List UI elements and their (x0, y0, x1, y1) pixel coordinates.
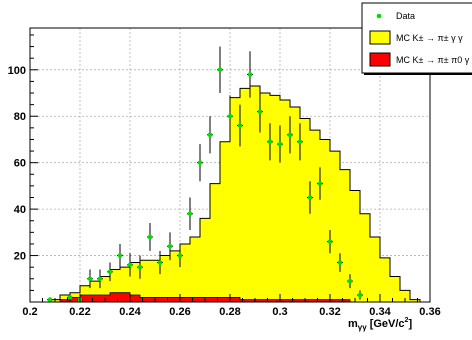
data-point (267, 123, 273, 161)
legend-swatch (369, 52, 391, 67)
data-point-marker (117, 253, 123, 258)
data-point-marker (237, 123, 243, 128)
x-tick-labels: 0.2 0.22 0.24 0.26 0.28 0.3 0.32 0.34 0.36 (22, 306, 440, 318)
data-point-marker (217, 67, 223, 73)
data-point-marker (277, 141, 283, 147)
legend-swatch (369, 30, 391, 45)
data-point-marker (307, 195, 313, 200)
data-point-marker (317, 181, 323, 186)
legend-label: MC K± → π± γ γ (396, 33, 463, 43)
data-point (147, 223, 153, 251)
legend-marker-data (376, 13, 382, 19)
data-point (187, 197, 193, 231)
legend: Data MC K± → π± γ γ MC K± → π± π0 γ (361, 2, 472, 75)
data-point-marker (97, 276, 103, 282)
data-point (97, 269, 103, 289)
y-tick-label: 100 (8, 65, 26, 77)
x-axis-title: mγγ [GeV/c2] (348, 317, 412, 332)
data-point (277, 125, 283, 163)
x-tick-label: 0.26 (169, 306, 190, 318)
x-tick-label: 0.34 (369, 306, 391, 318)
y-tick-label: 20 (14, 251, 26, 263)
data-point (87, 269, 93, 289)
x-tick-label: 0.24 (119, 306, 141, 318)
data-point (247, 51, 253, 98)
data-point (117, 243, 123, 268)
data-point-marker (137, 264, 143, 270)
data-point (347, 274, 353, 289)
data-point-marker (227, 113, 233, 119)
data-point (167, 232, 173, 261)
histogram-yellow-fill (40, 86, 420, 303)
data-point (217, 46, 223, 94)
data-point (257, 90, 263, 133)
series-data-layer (47, 46, 363, 302)
data-point-marker (267, 139, 273, 145)
data-point-marker (287, 132, 293, 138)
x-tick-label: 0.22 (69, 306, 90, 318)
data-point-marker (297, 139, 303, 145)
data-point (357, 290, 363, 300)
y-tick-label: 80 (14, 111, 26, 123)
data-point-marker (147, 234, 153, 240)
data-point-marker (107, 269, 113, 275)
series-yellow-layer (40, 85, 421, 303)
data-point (47, 297, 53, 302)
y-tick-label: 40 (14, 204, 26, 216)
data-point-marker (327, 239, 333, 244)
x-tick-label: 0.3 (272, 306, 287, 318)
data-point-marker (197, 160, 203, 165)
data-point-marker (347, 278, 353, 284)
legend-label: MC K± → π± π0 γ (396, 55, 470, 65)
data-point (177, 243, 183, 268)
data-point (227, 95, 233, 138)
legend-label: Data (396, 11, 415, 21)
data-point-marker (157, 260, 163, 265)
x-tick-label: 0.2 (22, 306, 37, 318)
data-point (297, 123, 303, 161)
x-tick-label: 0.28 (219, 306, 240, 318)
data-point-marker (47, 297, 53, 302)
y-tick-label: 60 (14, 158, 26, 170)
x-tick-label: 0.32 (319, 306, 340, 318)
data-point (237, 104, 243, 147)
data-point (307, 181, 313, 214)
histogram-yellow-outline (40, 85, 421, 303)
data-point-marker (357, 292, 363, 298)
data-point-marker (67, 295, 73, 300)
data-point (127, 253, 133, 277)
data-point (207, 116, 213, 154)
y-tick-labels: 20 40 60 80 100 (8, 65, 26, 263)
data-point (337, 253, 343, 272)
data-point-marker (337, 260, 343, 265)
data-point (317, 167, 323, 200)
data-point-marker (207, 132, 213, 138)
data-point (107, 262, 113, 282)
data-point (67, 292, 73, 302)
data-point-marker (257, 109, 263, 114)
data-point (197, 144, 203, 182)
data-point-marker (127, 262, 133, 268)
data-point (157, 250, 163, 275)
data-point-marker (187, 211, 193, 217)
histogram-red-outline (40, 292, 420, 303)
data-point-marker (177, 253, 183, 258)
ticks-layer (29, 34, 431, 303)
data-point-marker (167, 243, 173, 249)
data-point (287, 116, 293, 154)
data-point-marker (87, 276, 93, 282)
data-point (137, 255, 143, 279)
data-point (327, 230, 333, 254)
x-tick-label: 0.36 (419, 306, 440, 318)
data-point-marker (247, 72, 253, 77)
